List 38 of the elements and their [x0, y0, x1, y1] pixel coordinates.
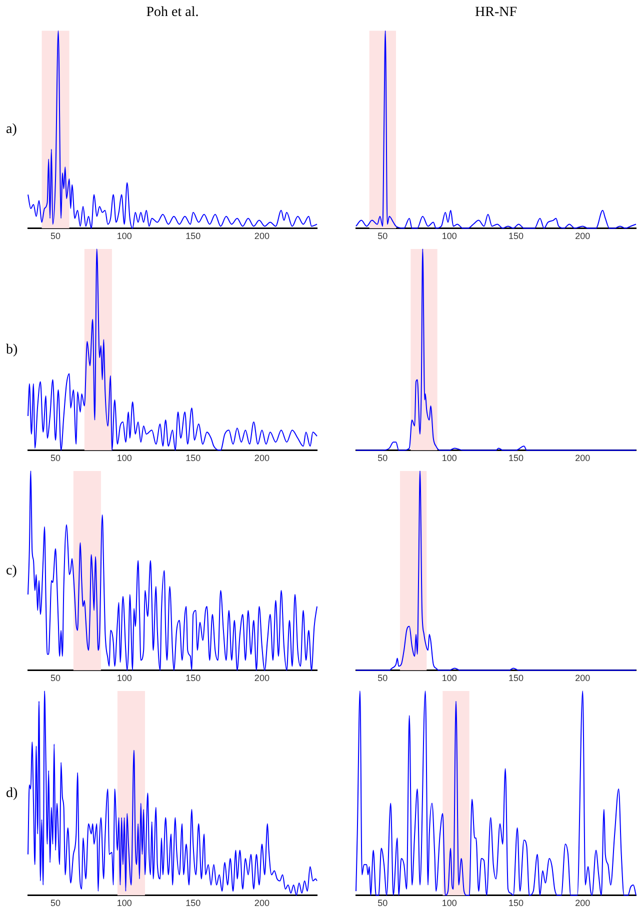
- x-tick-label: 100: [116, 231, 132, 242]
- y-axis-title: a): [6, 122, 18, 138]
- x-tick-label: 150: [508, 673, 524, 684]
- y-axis-title: b): [6, 342, 18, 358]
- x-tick-label: 50: [378, 673, 388, 684]
- x-tick-label: 150: [186, 673, 201, 684]
- x-tick-label: 200: [254, 673, 270, 684]
- x-tick-label: 100: [116, 673, 132, 684]
- x-tick-label: 200: [575, 453, 590, 464]
- chart-title: Poh et al.: [146, 5, 199, 20]
- x-tick-label: 150: [508, 453, 524, 464]
- x-tick-label: 150: [186, 453, 201, 464]
- x-tick-label: 50: [378, 453, 388, 464]
- x-tick-label: 100: [442, 453, 457, 464]
- x-tick-label: 200: [575, 231, 590, 242]
- x-tick-label: 100: [442, 231, 457, 242]
- x-tick-label: 150: [186, 231, 201, 242]
- y-axis-title: d): [6, 786, 18, 801]
- x-tick-label: 200: [254, 898, 270, 908]
- x-tick-label: 100: [116, 453, 132, 464]
- x-tick-label: 50: [378, 898, 388, 908]
- x-tick-label: 150: [186, 898, 201, 908]
- x-tick-label: 200: [254, 453, 270, 464]
- x-tick-label: 50: [50, 673, 61, 684]
- y-axis-title: c): [6, 563, 18, 578]
- x-tick-label: 50: [50, 898, 61, 908]
- x-tick-label: 200: [254, 231, 270, 242]
- x-tick-label: 100: [116, 898, 132, 908]
- x-tick-label: 50: [50, 453, 61, 464]
- x-tick-label: 200: [575, 898, 590, 908]
- x-tick-label: 50: [50, 231, 61, 242]
- x-tick-label: 200: [575, 673, 590, 684]
- chart-title: HR-NF: [474, 5, 518, 20]
- x-tick-label: 100: [442, 673, 457, 684]
- x-tick-label: 150: [508, 231, 524, 242]
- x-tick-label: 100: [442, 898, 457, 908]
- x-tick-label: 150: [508, 898, 524, 908]
- x-tick-label: 50: [378, 231, 388, 242]
